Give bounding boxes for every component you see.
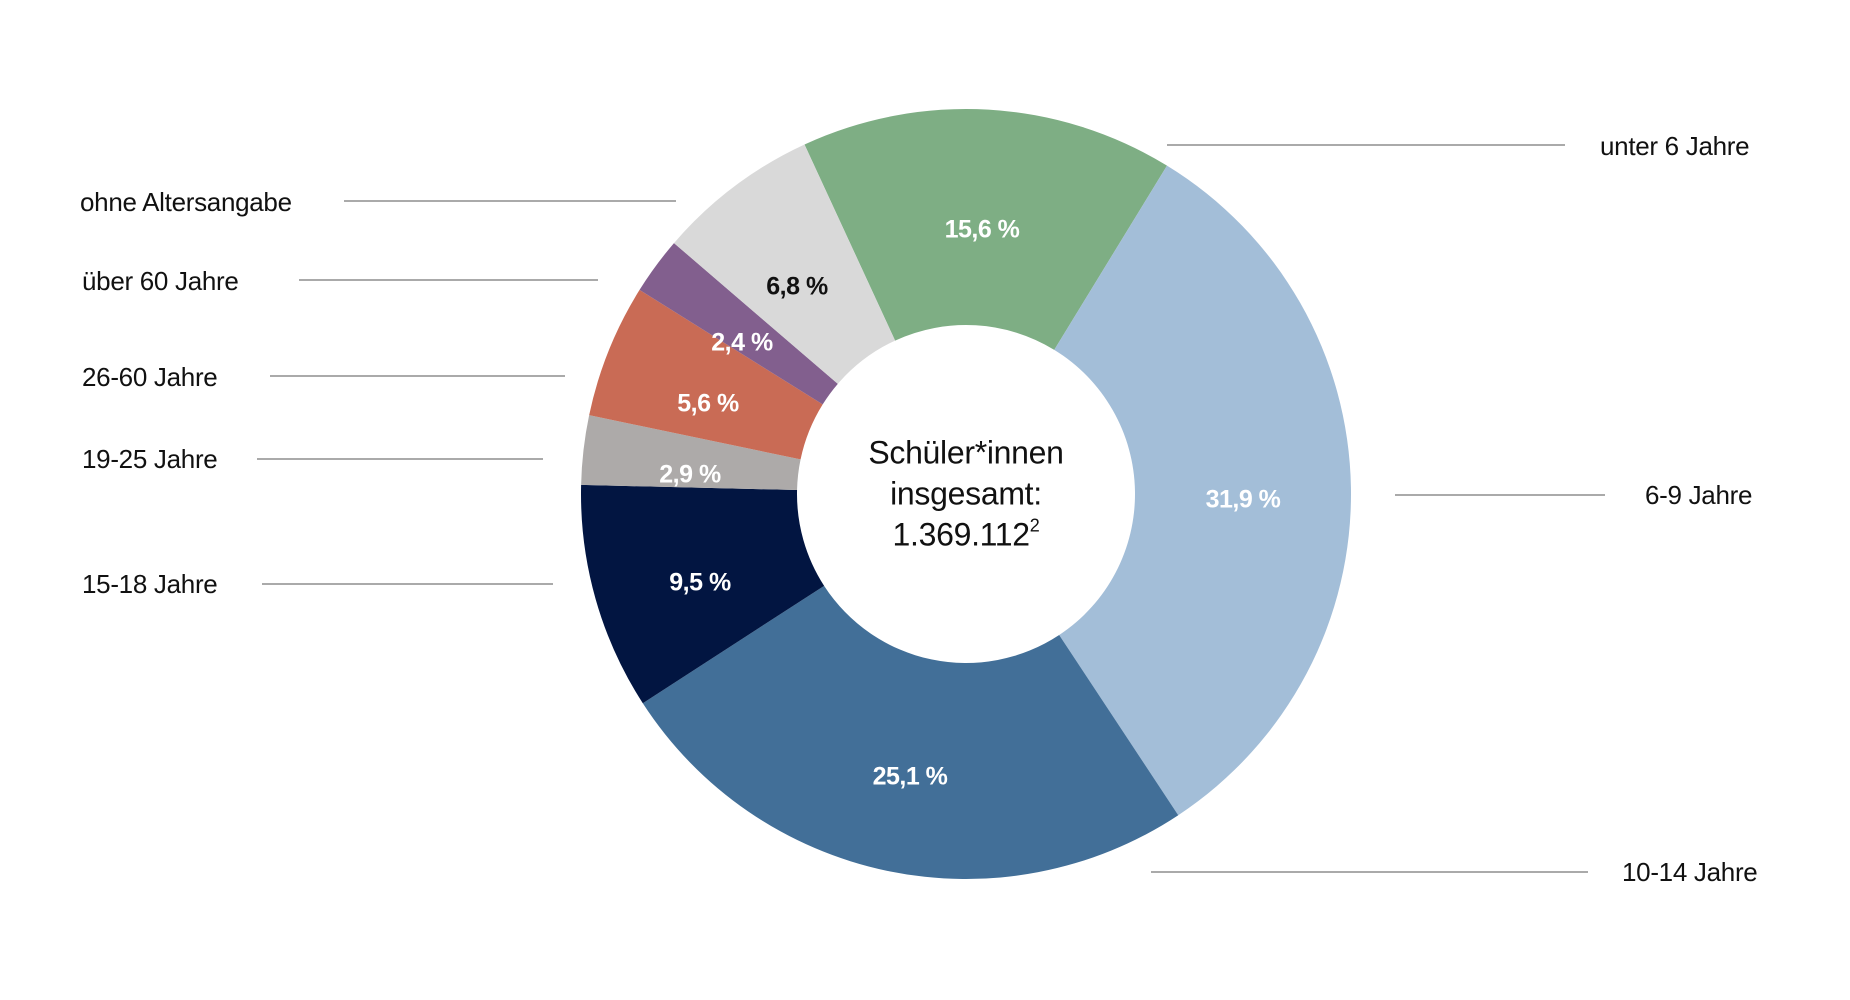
category-label: unter 6 Jahre <box>1600 131 1750 161</box>
leader-line <box>299 279 598 281</box>
donut-slice <box>639 243 838 405</box>
donut-slice <box>581 415 801 491</box>
leader-line <box>1167 144 1565 146</box>
center-label-line1: Schüler*innen <box>868 434 1064 471</box>
total-value: 1.369.112 <box>892 516 1030 553</box>
category-label: ohne Altersangabe <box>80 187 292 217</box>
leader-line <box>257 458 543 460</box>
slice-value-label: 25,1 % <box>872 762 948 791</box>
donut-slice <box>1054 165 1351 816</box>
category-label: über 60 Jahre <box>82 266 239 296</box>
slice-value-label: 2,4 % <box>711 328 773 357</box>
center-label-line2: insgesamt: <box>890 475 1042 512</box>
category-label: 15-18 Jahre <box>82 569 218 599</box>
category-label: 26-60 Jahre <box>82 362 218 392</box>
donut-slice <box>642 585 1179 880</box>
leader-line <box>1151 871 1588 873</box>
donut-slice <box>589 289 823 460</box>
donut-slice <box>673 144 896 384</box>
category-label: 10-14 Jahre <box>1622 857 1758 887</box>
slice-value-label: 6,8 % <box>766 272 828 301</box>
slice-value-label: 15,6 % <box>944 215 1020 244</box>
slice-value-label: 2,9 % <box>659 460 721 489</box>
leader-line <box>344 200 676 202</box>
leader-line <box>270 375 565 377</box>
leader-line <box>262 583 553 585</box>
center-label-total: 1.369.1122 <box>868 515 1063 556</box>
category-label: 6-9 Jahre <box>1645 480 1753 510</box>
category-label: 19-25 Jahre <box>82 444 218 474</box>
slice-value-label: 5,6 % <box>677 389 739 418</box>
slice-value-label: 9,5 % <box>669 568 731 597</box>
leader-line <box>1395 494 1605 496</box>
footnote-marker: 2 <box>1029 515 1040 536</box>
center-label: Schüler*innen insgesamt: 1.369.1122 <box>868 433 1064 556</box>
donut-slice <box>581 484 825 704</box>
slice-value-label: 31,9 % <box>1205 485 1281 514</box>
donut-slice <box>804 108 1168 350</box>
